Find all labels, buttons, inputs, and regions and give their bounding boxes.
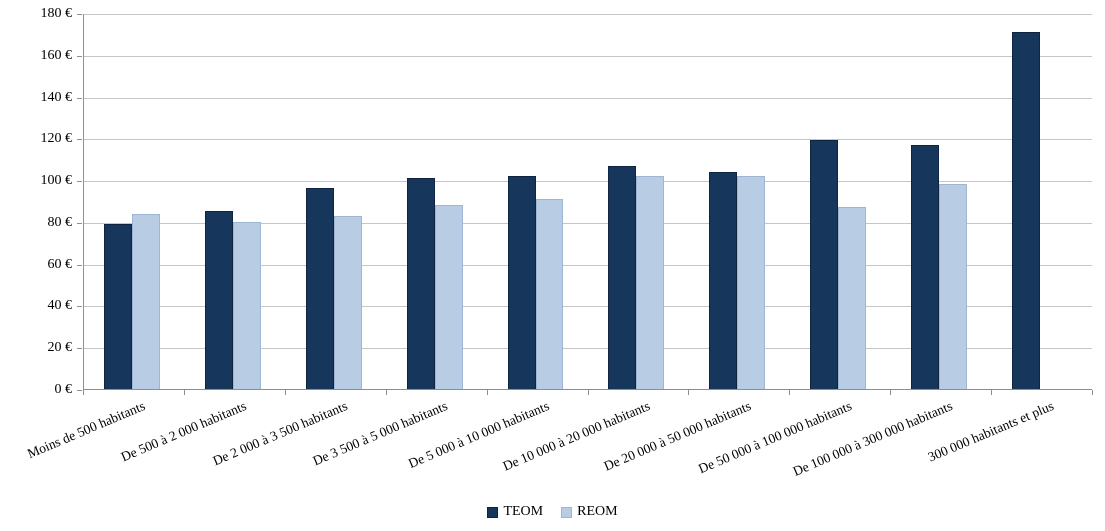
y-tick-mark xyxy=(77,55,82,57)
bar-group xyxy=(891,14,992,389)
plot-area xyxy=(83,14,1092,390)
y-tick-mark xyxy=(77,348,82,350)
legend-label-teom: TEOM xyxy=(503,504,544,519)
bar-group xyxy=(387,14,488,389)
y-tick-label: 120 € xyxy=(40,131,73,147)
y-tick-label: 100 € xyxy=(40,173,73,189)
x-tick-mark xyxy=(991,390,993,395)
y-tick-mark xyxy=(77,97,82,99)
gridline-120 xyxy=(84,139,1092,141)
y-tick-mark xyxy=(77,14,82,15)
x-tick-mark xyxy=(587,390,589,395)
bar-reom xyxy=(232,221,261,389)
bar-reom xyxy=(636,175,665,389)
y-tick-label: 60 € xyxy=(47,256,73,272)
bar-group xyxy=(992,14,1093,389)
y-tick-mark xyxy=(77,306,82,308)
x-tick-mark xyxy=(688,390,690,395)
y-tick-label: 20 € xyxy=(47,340,73,356)
y-tick-label: 0 € xyxy=(54,382,73,397)
bar-group xyxy=(589,14,690,389)
bar-teom xyxy=(810,140,839,389)
bar-group xyxy=(488,14,589,389)
y-tick-label: 180 € xyxy=(40,6,73,21)
legend-item-reom: REOM xyxy=(561,504,618,520)
x-category-label: De 100 000 à 300 000 habitants xyxy=(790,398,955,479)
legend: TEOM REOM xyxy=(0,501,1105,523)
bar-group xyxy=(84,14,185,389)
y-tick-mark xyxy=(77,139,82,141)
bar-teom xyxy=(103,223,132,389)
gridline-100 xyxy=(84,181,1092,183)
bar-reom xyxy=(333,215,362,389)
gridline-20 xyxy=(84,348,1092,350)
bar-teom xyxy=(911,144,940,389)
gridline-80 xyxy=(84,222,1092,224)
bar-teom xyxy=(507,175,536,389)
legend-label-reom: REOM xyxy=(577,504,618,519)
legend-item-teom: TEOM xyxy=(487,504,543,520)
bar-teom xyxy=(709,171,738,389)
gridline-160 xyxy=(84,55,1092,57)
x-tick-mark xyxy=(284,390,286,395)
bar-group xyxy=(689,14,790,389)
reom-swatch-icon xyxy=(561,506,573,518)
gridline-180 xyxy=(84,14,1092,15)
x-tick-mark xyxy=(183,390,185,395)
bar-teom xyxy=(1012,31,1040,389)
bar-teom xyxy=(406,178,435,389)
bar-teom xyxy=(305,188,334,389)
bar-reom xyxy=(838,207,867,389)
x-tick-mark xyxy=(890,390,892,395)
x-tick-mark xyxy=(789,390,791,395)
y-tick-label: 140 € xyxy=(40,89,73,105)
teom-swatch-icon xyxy=(487,506,499,518)
gridline-140 xyxy=(84,97,1092,99)
bar-teom xyxy=(204,211,233,389)
y-tick-label: 40 € xyxy=(47,298,73,314)
x-tick-mark xyxy=(385,390,387,395)
gridline-40 xyxy=(84,306,1092,308)
x-tick-mark xyxy=(83,390,84,395)
bar-teom xyxy=(608,165,637,389)
y-tick-mark xyxy=(77,390,82,391)
y-tick-mark xyxy=(77,264,82,266)
bar-group xyxy=(790,14,891,389)
y-tick-label: 80 € xyxy=(47,214,73,230)
bar-reom xyxy=(434,205,463,389)
bar-group xyxy=(286,14,387,389)
bar-reom xyxy=(535,198,564,389)
gridline-60 xyxy=(84,264,1092,266)
y-tick-mark xyxy=(77,222,82,224)
x-tick-mark xyxy=(1092,390,1093,395)
bar-reom xyxy=(737,175,766,389)
x-tick-mark xyxy=(486,390,488,395)
bar-group xyxy=(185,14,286,389)
y-tick-label: 160 € xyxy=(40,47,73,63)
y-tick-mark xyxy=(77,181,82,183)
bar-reom xyxy=(131,213,160,389)
bar-reom xyxy=(939,184,968,389)
